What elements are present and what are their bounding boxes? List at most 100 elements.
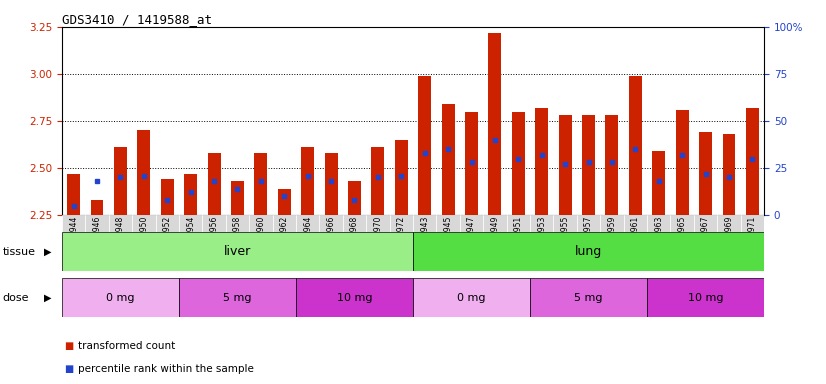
Text: GSM326944: GSM326944 [69,216,78,262]
Text: GSM326969: GSM326969 [724,216,733,262]
Bar [161,179,173,215]
Text: GSM326946: GSM326946 [93,216,102,262]
Bar [67,174,80,215]
FancyBboxPatch shape [296,215,320,232]
Text: GSM326966: GSM326966 [326,216,335,262]
FancyBboxPatch shape [530,278,647,317]
FancyBboxPatch shape [85,215,109,232]
Text: GSM326964: GSM326964 [303,216,312,262]
Text: GSM326956: GSM326956 [210,216,219,262]
FancyBboxPatch shape [506,215,530,232]
Text: transformed count: transformed count [78,341,175,351]
Bar [442,104,454,215]
Text: ■: ■ [64,341,74,351]
Bar [184,174,197,215]
Text: liver: liver [224,245,251,258]
FancyBboxPatch shape [62,278,179,317]
Text: ▶: ▶ [44,293,51,303]
Text: GSM326972: GSM326972 [396,216,406,262]
FancyBboxPatch shape [436,215,460,232]
Bar [91,200,103,215]
Text: percentile rank within the sample: percentile rank within the sample [78,364,254,374]
Text: GSM326971: GSM326971 [748,216,757,262]
Text: GSM326968: GSM326968 [350,216,359,262]
Bar [676,110,689,215]
Bar [629,76,642,215]
Bar [114,147,127,215]
Text: GSM326959: GSM326959 [607,216,616,262]
Text: GSM326943: GSM326943 [420,216,430,262]
FancyBboxPatch shape [109,215,132,232]
Bar [348,181,361,215]
Text: 10 mg: 10 mg [688,293,724,303]
Text: GSM326965: GSM326965 [677,216,686,262]
FancyBboxPatch shape [483,215,506,232]
Text: GSM326962: GSM326962 [280,216,289,262]
Text: GSM326949: GSM326949 [491,216,500,262]
Bar [372,147,384,215]
Bar [653,151,665,215]
FancyBboxPatch shape [647,278,764,317]
Text: tissue: tissue [2,247,36,257]
Bar [395,140,408,215]
Bar [699,132,712,215]
Bar [746,108,759,215]
FancyBboxPatch shape [179,278,296,317]
FancyBboxPatch shape [460,215,483,232]
Bar [582,115,595,215]
FancyBboxPatch shape [601,215,624,232]
FancyBboxPatch shape [179,215,202,232]
FancyBboxPatch shape [553,215,577,232]
Bar [254,153,268,215]
Text: ▶: ▶ [44,247,51,257]
Bar [723,134,735,215]
FancyBboxPatch shape [741,215,764,232]
Text: 0 mg: 0 mg [107,293,135,303]
Text: GSM326960: GSM326960 [256,216,265,262]
FancyBboxPatch shape [413,232,764,271]
FancyBboxPatch shape [577,215,601,232]
FancyBboxPatch shape [413,278,530,317]
Text: GSM326961: GSM326961 [631,216,640,262]
FancyBboxPatch shape [155,215,179,232]
Text: GSM326955: GSM326955 [561,216,570,262]
FancyBboxPatch shape [62,215,85,232]
FancyBboxPatch shape [366,215,390,232]
Text: GSM326947: GSM326947 [467,216,476,262]
Bar [325,153,338,215]
FancyBboxPatch shape [62,232,413,271]
Text: dose: dose [2,293,29,303]
Text: GSM326970: GSM326970 [373,216,382,262]
FancyBboxPatch shape [296,278,413,317]
Text: 5 mg: 5 mg [223,293,252,303]
Text: GSM326957: GSM326957 [584,216,593,262]
Text: GSM326951: GSM326951 [514,216,523,262]
FancyBboxPatch shape [647,215,671,232]
FancyBboxPatch shape [694,215,717,232]
Text: GSM326945: GSM326945 [444,216,453,262]
Bar [278,189,291,215]
FancyBboxPatch shape [717,215,741,232]
FancyBboxPatch shape [132,215,155,232]
FancyBboxPatch shape [202,215,225,232]
Bar [488,33,501,215]
Text: lung: lung [575,245,602,258]
FancyBboxPatch shape [343,215,366,232]
FancyBboxPatch shape [390,215,413,232]
Bar [605,115,619,215]
Bar [558,115,572,215]
Bar [231,181,244,215]
FancyBboxPatch shape [530,215,553,232]
Text: GSM326967: GSM326967 [701,216,710,262]
FancyBboxPatch shape [249,215,273,232]
Text: 5 mg: 5 mg [574,293,603,303]
Text: GSM326950: GSM326950 [140,216,149,262]
Text: 0 mg: 0 mg [458,293,486,303]
Text: GSM326948: GSM326948 [116,216,125,262]
FancyBboxPatch shape [413,215,436,232]
Bar [137,130,150,215]
Text: ■: ■ [64,364,74,374]
Bar [418,76,431,215]
Bar [301,147,314,215]
Text: GSM326963: GSM326963 [654,216,663,262]
